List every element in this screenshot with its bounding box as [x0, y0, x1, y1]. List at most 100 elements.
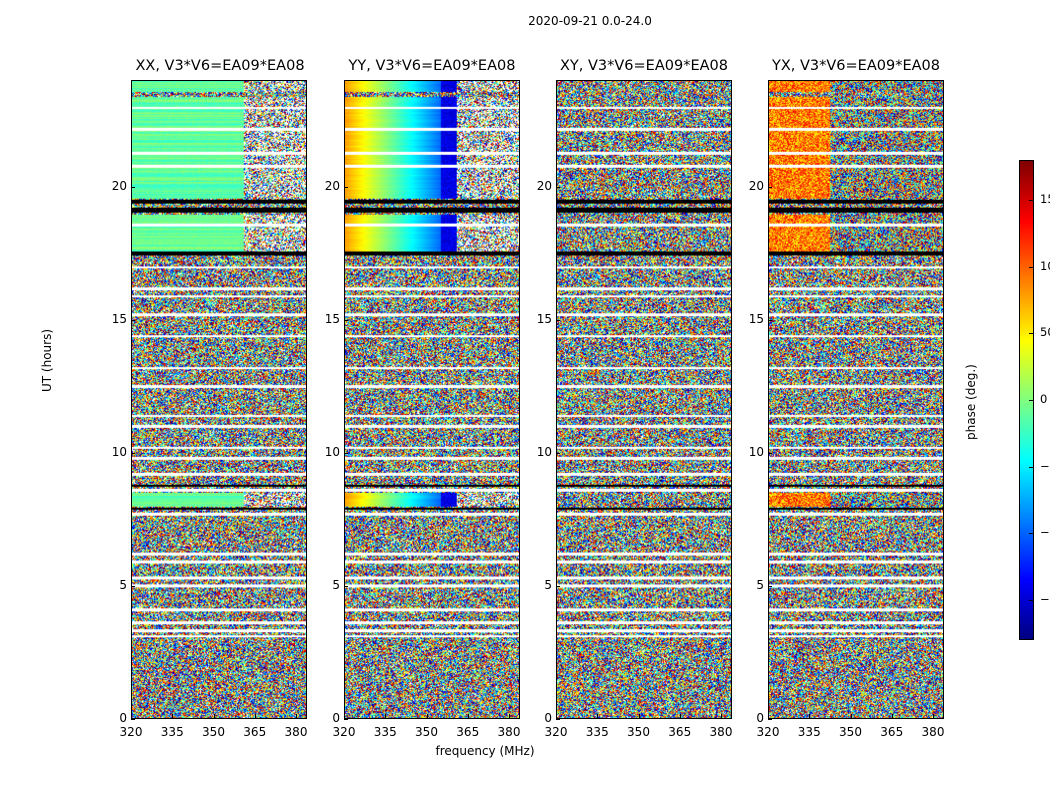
y-axis-label: UT (hours)	[40, 328, 54, 392]
colorbar-tick-mark	[1029, 466, 1034, 468]
colorbar-tick-label: 0	[1040, 392, 1048, 406]
x-tick-mark	[467, 714, 469, 718]
x-tick-label: 365	[880, 725, 904, 739]
colorbar-tick-mark	[1029, 200, 1034, 201]
y-tick-mark	[556, 186, 560, 188]
x-tick-label: 350	[202, 725, 225, 739]
y-tick-mark	[556, 585, 560, 587]
y-tick-mark	[131, 585, 135, 587]
x-tick-label: 335	[160, 725, 184, 739]
y-tick-mark	[768, 452, 772, 454]
x-tick-mark	[509, 714, 510, 718]
colorbar-tick-label: 100	[1040, 258, 1050, 273]
x-tick-mark	[768, 714, 769, 718]
y-tick-label: 15	[536, 311, 552, 326]
y-tick-mark	[556, 719, 560, 720]
heatmap-panel-xy	[556, 80, 732, 719]
x-tick-mark	[296, 714, 297, 718]
colorbar-label: phase (deg.)	[964, 364, 978, 440]
colorbar-tick-label: 150	[1040, 192, 1050, 206]
y-tick-mark	[131, 319, 135, 321]
colorbar-tick-mark	[1029, 600, 1034, 601]
y-tick-mark	[131, 452, 135, 454]
y-tick-mark	[344, 186, 348, 188]
y-tick-label: 0	[332, 711, 340, 725]
x-tick-mark	[721, 714, 722, 718]
x-tick-mark	[850, 714, 852, 718]
x-tick-mark	[426, 714, 428, 718]
x-tick-mark	[933, 714, 934, 718]
colorbar-tick-mark	[1029, 400, 1034, 401]
y-tick-label: 0	[119, 711, 127, 725]
y-tick-label: 20	[111, 178, 127, 193]
x-tick-mark	[385, 714, 387, 718]
y-tick-label: 0	[544, 711, 552, 725]
y-tick-mark	[768, 186, 772, 188]
x-tick-label: 320	[332, 725, 356, 739]
colorbar-tick-mark	[1029, 266, 1034, 268]
colorbar-tick-mark	[1029, 533, 1034, 535]
x-tick-label: 350	[415, 725, 438, 739]
colorbar-tick-label: −150	[1040, 592, 1050, 606]
heatmap-canvas-xx	[132, 81, 306, 718]
y-tick-label: 15	[748, 311, 764, 326]
x-tick-label: 380	[497, 725, 521, 739]
x-tick-mark	[809, 714, 811, 718]
x-tick-mark	[131, 714, 132, 718]
y-tick-label: 0	[756, 711, 764, 725]
y-tick-label: 10	[536, 444, 552, 459]
heatmap-panel-xx	[131, 80, 307, 719]
y-tick-mark	[344, 719, 348, 720]
panel-title-xx: XX, V3*V6=EA09*EA08	[135, 58, 305, 74]
x-tick-mark	[891, 714, 893, 718]
x-tick-mark	[213, 714, 215, 718]
y-tick-mark	[344, 452, 348, 454]
heatmap-canvas-yx	[769, 81, 943, 718]
colorbar-tick-mark	[1029, 333, 1034, 335]
y-tick-mark	[131, 186, 135, 188]
x-tick-label: 335	[585, 725, 609, 739]
heatmap-panel-yx	[768, 80, 944, 719]
colorbar-tick-label: −100	[1040, 525, 1050, 540]
x-tick-mark	[344, 714, 345, 718]
y-tick-mark	[344, 585, 348, 587]
x-axis-label: frequency (MHz)	[435, 744, 535, 758]
y-tick-label: 10	[324, 444, 340, 459]
y-tick-label: 15	[324, 311, 340, 326]
x-tick-label: 380	[921, 725, 945, 739]
colorbar-tick-label: 50	[1040, 325, 1050, 340]
x-tick-label: 350	[627, 725, 650, 739]
y-tick-mark	[768, 319, 772, 321]
panel-title-yy: YY, V3*V6=EA09*EA08	[348, 58, 516, 74]
y-tick-mark	[556, 319, 560, 321]
y-tick-mark	[131, 719, 135, 720]
x-tick-mark	[638, 714, 640, 718]
figure-title: 2020-09-21 0.0-24.0	[528, 14, 652, 28]
y-tick-label: 5	[119, 577, 127, 592]
x-tick-label: 320	[756, 725, 780, 739]
heatmap-panel-yy	[344, 80, 520, 719]
y-tick-label: 15	[111, 311, 127, 326]
y-tick-mark	[768, 585, 772, 587]
x-tick-mark	[254, 714, 256, 718]
y-tick-label: 20	[748, 178, 764, 193]
y-tick-label: 20	[324, 178, 340, 193]
heatmap-canvas-xy	[557, 81, 731, 718]
panel-title-xy: XY, V3*V6=EA09*EA08	[559, 58, 728, 74]
y-tick-mark	[768, 719, 772, 720]
x-tick-mark	[172, 714, 174, 718]
y-tick-mark	[556, 452, 560, 454]
x-tick-label: 365	[668, 725, 692, 739]
y-tick-label: 20	[536, 178, 552, 193]
x-tick-label: 365	[456, 725, 480, 739]
y-tick-label: 5	[332, 577, 340, 592]
y-tick-label: 5	[544, 577, 552, 592]
x-tick-label: 380	[284, 725, 308, 739]
y-tick-label: 5	[756, 577, 764, 592]
colorbar-tick-label: −50	[1040, 458, 1050, 473]
x-tick-label: 320	[119, 725, 143, 739]
x-tick-label: 365	[243, 725, 267, 739]
x-tick-label: 350	[839, 725, 862, 739]
x-tick-mark	[556, 714, 557, 718]
x-tick-label: 335	[797, 725, 821, 739]
